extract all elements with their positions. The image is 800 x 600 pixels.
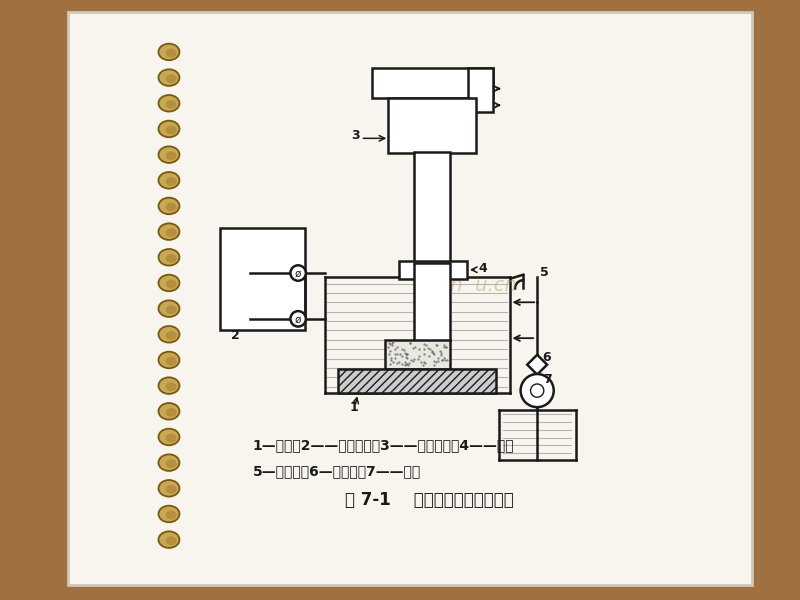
Bar	[371, 68, 493, 98]
Ellipse shape	[158, 403, 179, 419]
Text: 7: 7	[542, 373, 551, 386]
Ellipse shape	[166, 229, 177, 237]
Ellipse shape	[158, 301, 179, 317]
Ellipse shape	[166, 511, 177, 520]
Text: ø: ø	[294, 269, 301, 279]
Ellipse shape	[166, 125, 177, 134]
Ellipse shape	[166, 382, 177, 391]
Polygon shape	[527, 355, 547, 374]
Ellipse shape	[166, 254, 177, 263]
Text: 1: 1	[350, 401, 358, 414]
Ellipse shape	[166, 177, 177, 186]
Circle shape	[521, 374, 554, 407]
Ellipse shape	[158, 249, 179, 266]
Text: Jinch  u.cn: Jinch u.cn	[416, 276, 517, 295]
Ellipse shape	[158, 352, 179, 368]
Text: 6: 6	[542, 352, 551, 364]
Bar	[388, 98, 477, 153]
Ellipse shape	[158, 275, 179, 291]
Ellipse shape	[166, 151, 177, 160]
Ellipse shape	[158, 454, 179, 471]
Circle shape	[290, 311, 306, 326]
Bar	[220, 228, 306, 330]
Ellipse shape	[166, 434, 177, 442]
Ellipse shape	[158, 377, 179, 394]
Circle shape	[290, 265, 306, 281]
Ellipse shape	[166, 305, 177, 314]
Ellipse shape	[158, 95, 179, 112]
Ellipse shape	[158, 121, 179, 137]
Text: 2: 2	[230, 329, 239, 342]
Ellipse shape	[166, 203, 177, 211]
Ellipse shape	[166, 49, 177, 58]
Ellipse shape	[158, 480, 179, 497]
Ellipse shape	[158, 532, 179, 548]
Ellipse shape	[166, 100, 177, 109]
Ellipse shape	[166, 536, 177, 545]
Text: 图 7-1    电火花加工原理示意图: 图 7-1 电火花加工原理示意图	[345, 491, 514, 509]
Bar	[414, 263, 450, 341]
Ellipse shape	[158, 44, 179, 60]
Bar	[414, 152, 450, 263]
Ellipse shape	[158, 326, 179, 343]
Ellipse shape	[158, 70, 179, 86]
Ellipse shape	[166, 460, 177, 468]
Ellipse shape	[166, 408, 177, 417]
Ellipse shape	[158, 428, 179, 445]
Ellipse shape	[158, 197, 179, 214]
Text: 1—工件；2——脉冲电源；3——伺服系统；4——工具: 1—工件；2——脉冲电源；3——伺服系统；4——工具	[253, 439, 514, 452]
Ellipse shape	[166, 485, 177, 494]
Ellipse shape	[166, 280, 177, 289]
Ellipse shape	[158, 223, 179, 240]
Bar	[399, 261, 466, 278]
Ellipse shape	[158, 146, 179, 163]
Bar	[386, 340, 450, 368]
Ellipse shape	[166, 356, 177, 365]
Ellipse shape	[166, 74, 177, 83]
Text: 5: 5	[540, 266, 549, 280]
Text: 5—工作液；6—流量阀；7——油泵: 5—工作液；6—流量阀；7——油泵	[253, 464, 421, 478]
Ellipse shape	[166, 331, 177, 340]
Bar	[468, 68, 493, 112]
Bar	[338, 368, 496, 394]
Ellipse shape	[158, 506, 179, 522]
Text: ø: ø	[294, 315, 301, 325]
Text: 3: 3	[351, 130, 360, 142]
Text: 4: 4	[478, 262, 487, 275]
Ellipse shape	[158, 172, 179, 188]
